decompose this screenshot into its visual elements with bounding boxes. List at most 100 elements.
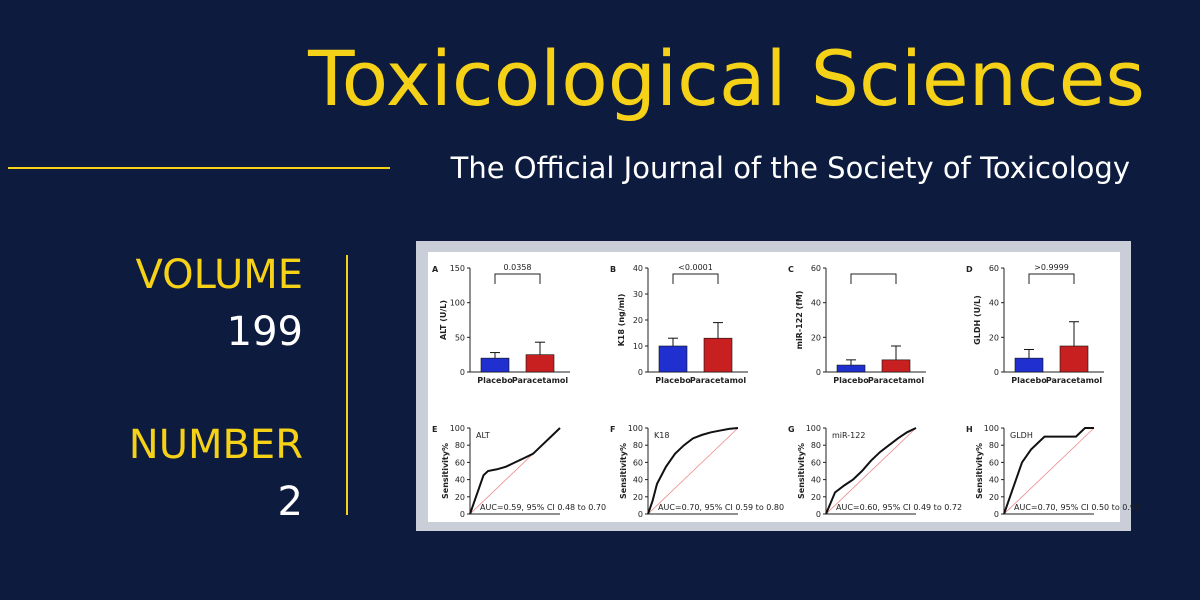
reference-line: [825, 427, 917, 515]
y-tick-label: 20: [633, 493, 643, 502]
number-label: NUMBER: [129, 422, 303, 468]
y-axis-label: GLDH (U/L): [973, 295, 982, 345]
y-tick-label: 20: [455, 493, 465, 502]
panel-letter: A: [432, 265, 439, 274]
y-tick-label: 60: [455, 458, 465, 467]
reference-line: [647, 427, 739, 515]
y-tick-label: 40: [811, 476, 821, 485]
category-label: Paracetamol: [1046, 376, 1103, 385]
auc-label: AUC=0.70, 95% CI 0.50 to 0.90: [1014, 503, 1140, 512]
y-tick-label: 20: [811, 333, 821, 342]
curve-name: K18: [654, 431, 669, 440]
significance-bracket: [494, 273, 541, 284]
y-tick-label: 100: [806, 424, 821, 433]
volume-value: 199: [227, 309, 303, 355]
p-value: <0.0001: [678, 263, 713, 272]
panel-letter: B: [610, 265, 616, 274]
y-tick-label: 0: [994, 368, 999, 377]
y-tick-label: 0: [460, 368, 465, 377]
y-tick-label: 100: [628, 424, 643, 433]
category-label: Placebo: [1011, 376, 1047, 385]
y-tick-label: 40: [633, 476, 643, 485]
panel-letter: D: [966, 265, 973, 274]
y-tick-label: 60: [633, 458, 643, 467]
y-axis-label: miR-122 (fM): [795, 291, 804, 350]
y-tick-label: 60: [989, 458, 999, 467]
y-tick-label: 150: [450, 264, 465, 273]
auc-label: AUC=0.59, 95% CI 0.48 to 0.70: [480, 503, 606, 512]
y-tick-label: 60: [811, 264, 821, 273]
y-tick-label: 20: [811, 493, 821, 502]
bar: [658, 345, 688, 373]
y-tick-label: 40: [811, 299, 821, 308]
bar: [525, 354, 555, 373]
y-tick-label: 60: [989, 264, 999, 273]
category-label: Paracetamol: [690, 376, 747, 385]
curve-name: miR-122: [832, 431, 865, 440]
bar: [1014, 357, 1044, 373]
y-tick-label: 40: [989, 476, 999, 485]
y-tick-label: 50: [455, 333, 465, 342]
panel-letter: C: [788, 265, 794, 274]
category-label: Placebo: [655, 376, 691, 385]
volume-label: VOLUME: [136, 252, 304, 298]
y-tick-label: 0: [816, 510, 821, 519]
bar: [703, 337, 733, 373]
y-tick-label: 20: [989, 493, 999, 502]
y-axis-label: Sensitivity%: [975, 443, 984, 499]
bar: [836, 364, 866, 373]
significance-bracket: [672, 273, 719, 284]
roc-curve: [469, 427, 561, 515]
y-tick-label: 40: [989, 299, 999, 308]
significance-bracket: [1028, 273, 1075, 284]
panel-letter: H: [966, 425, 973, 434]
auc-label: AUC=0.60, 95% CI 0.49 to 0.72: [836, 503, 962, 512]
roc-curve: [825, 427, 917, 515]
y-tick-label: 10: [633, 342, 643, 351]
y-tick-label: 80: [811, 441, 821, 450]
y-tick-label: 0: [638, 510, 643, 519]
p-value: >0.9999: [1034, 263, 1069, 272]
y-tick-label: 100: [450, 299, 465, 308]
p-value: 0.0358: [504, 263, 532, 272]
category-label: Placebo: [833, 376, 869, 385]
y-tick-label: 40: [455, 476, 465, 485]
bar: [881, 359, 911, 373]
y-tick-label: 80: [455, 441, 465, 450]
subtitle: The Official Journal of the Society of T…: [450, 151, 1130, 185]
y-tick-label: 40: [633, 264, 643, 273]
roc-curve: [647, 427, 739, 515]
category-label: Placebo: [477, 376, 513, 385]
y-axis-label: Sensitivity%: [441, 443, 450, 499]
roc-curve: [1003, 427, 1094, 515]
y-axis-label: Sensitivity%: [797, 443, 806, 499]
y-tick-label: 0: [994, 510, 999, 519]
y-tick-label: 20: [989, 333, 999, 342]
bar: [480, 357, 510, 373]
reference-line: [1003, 427, 1095, 515]
bar: [1059, 345, 1089, 373]
figure-panel: [428, 252, 1120, 522]
panel-letter: G: [788, 425, 795, 434]
y-tick-label: 100: [984, 424, 999, 433]
y-tick-label: 0: [460, 510, 465, 519]
y-axis-label: Sensitivity%: [619, 443, 628, 499]
y-tick-label: 60: [811, 458, 821, 467]
y-tick-label: 80: [989, 441, 999, 450]
y-tick-label: 30: [633, 290, 643, 299]
significance-bracket: [850, 273, 897, 284]
panel-letter: E: [432, 425, 437, 434]
y-axis-label: ALT (U/L): [439, 300, 448, 340]
number-value: 2: [278, 479, 303, 525]
curve-name: ALT: [476, 431, 490, 440]
auc-label: AUC=0.70, 95% CI 0.59 to 0.80: [658, 503, 784, 512]
journal-title: Toxicological Sciences: [307, 34, 1145, 123]
y-tick-label: 100: [450, 424, 465, 433]
y-tick-label: 0: [816, 368, 821, 377]
y-tick-label: 0: [638, 368, 643, 377]
y-tick-label: 20: [633, 316, 643, 325]
curve-name: GLDH: [1010, 431, 1033, 440]
